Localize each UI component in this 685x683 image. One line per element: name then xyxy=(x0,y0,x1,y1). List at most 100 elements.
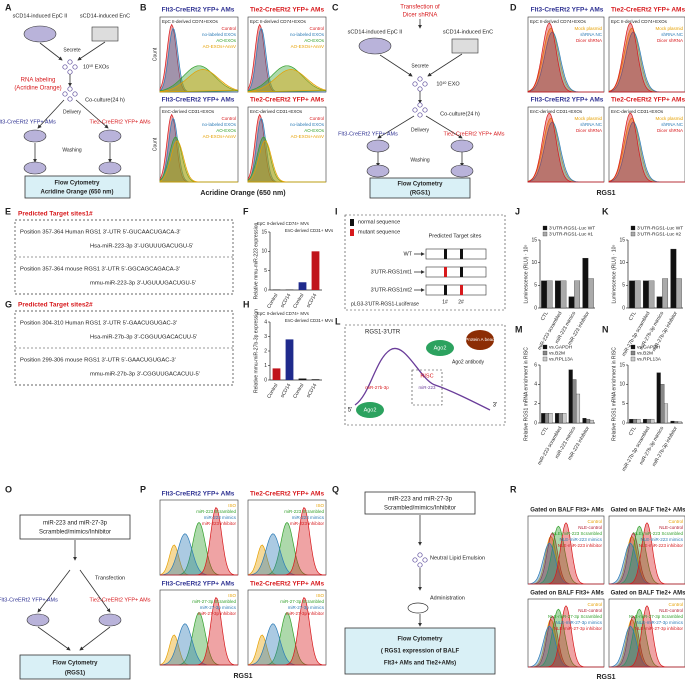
bar xyxy=(675,278,682,309)
bar xyxy=(560,280,567,309)
cell xyxy=(98,613,122,627)
label: EnC-derived CD31+EXOs xyxy=(250,109,303,114)
legend-entry: AO-EXOs xyxy=(304,128,325,133)
construct xyxy=(425,248,487,260)
bar xyxy=(558,413,563,424)
histogram-curve xyxy=(609,605,685,668)
site xyxy=(444,267,447,277)
label: Protein A bead xyxy=(465,337,495,342)
legend-entry: 3'UTR-RGS1-Luc #1 xyxy=(549,231,593,237)
legend-entry: no-labeled EXOs xyxy=(202,32,237,37)
legend-entry: Control xyxy=(309,26,324,31)
legend-entry: vs.B2M xyxy=(549,350,565,356)
y-axis-label: Relative mmu-miR-223 expression xyxy=(253,222,259,299)
label: sCD14-induced EpC II xyxy=(13,13,68,19)
vesicle xyxy=(417,112,423,118)
legend-entry: AO-EXOs xyxy=(216,38,237,43)
bar xyxy=(311,251,320,290)
bar xyxy=(311,379,320,380)
arrow xyxy=(79,626,111,651)
legend-entry: AO-EXOs+AnnV xyxy=(203,134,236,139)
label: mmu-miR-27b-3p 3'-CGGUUGACACUU-5' xyxy=(90,372,200,378)
label: (Acridine Orange) xyxy=(14,86,61,92)
x-tick-label: sCD14 xyxy=(280,382,293,398)
label: Predicted Target sites1# xyxy=(18,211,93,218)
bar xyxy=(646,418,651,424)
label: Flt3-CreERt2 YFP+ AMs xyxy=(162,97,235,104)
legend-entry: AO-EXOs xyxy=(304,38,325,43)
y-tick-label: 2 xyxy=(534,401,537,407)
bar xyxy=(670,420,675,424)
vesicle xyxy=(417,86,423,92)
box xyxy=(19,654,131,680)
histogram-curve xyxy=(248,597,327,666)
legend-entry: miR-223 Scrambled xyxy=(196,509,236,514)
legend-entry: Mock plasmid xyxy=(655,116,683,121)
bar xyxy=(562,413,567,424)
label: Position 299-306 mouse RGS1 3'-UTR 5'-GA… xyxy=(20,358,176,364)
label: Neutral Lipid Emulsion xyxy=(430,555,485,561)
bar xyxy=(677,421,682,424)
label: Hsa-miR-223-3p 3'-UGUUUGACUGU-5' xyxy=(90,244,193,250)
legend-entry: Dicer shRNA xyxy=(657,128,683,133)
legend-entry: Dicer shRNA xyxy=(576,38,602,43)
bar xyxy=(648,280,655,309)
vesicle xyxy=(417,562,423,568)
y-tick-label: 15 xyxy=(261,229,267,235)
label: Dicer shRNA xyxy=(403,13,438,19)
panel-letter: Q xyxy=(332,484,339,494)
legend-entry: miR-223 mimics xyxy=(292,515,325,520)
legend-swatch xyxy=(350,229,354,236)
y-tick-label: 5 xyxy=(622,283,625,289)
label: Delivery xyxy=(63,109,82,115)
bar xyxy=(568,296,575,309)
label: 10¹⁰ EXO xyxy=(436,80,460,87)
legend-entry: Control xyxy=(221,26,236,31)
vesicle xyxy=(417,552,423,558)
label: Flt3-CreERt2 YFP+ AMs xyxy=(338,131,398,137)
vesicle xyxy=(417,76,423,82)
legend-entry: miR-223 inhibitor xyxy=(290,521,325,526)
histogram-curve xyxy=(160,597,239,666)
panel-letter: A xyxy=(5,2,12,12)
label: miR-223 xyxy=(418,385,436,390)
label: Gated on BALF Tie2+ AMs xyxy=(611,591,685,597)
bar xyxy=(662,278,669,309)
legend-swatch xyxy=(630,225,636,231)
bar xyxy=(582,418,587,424)
bar xyxy=(576,393,581,424)
bar xyxy=(589,419,594,424)
legend-entry: ISO xyxy=(316,503,324,508)
label: Position 357-364 mouse RGS1 3'-UTR 5'-GG… xyxy=(20,267,180,273)
label: 2# xyxy=(458,299,464,305)
bar xyxy=(572,379,577,424)
legend-swatch xyxy=(630,356,636,362)
label: Tie2-CreERt2 YFP+ AMs xyxy=(250,491,325,498)
bar xyxy=(670,248,677,309)
label: Tie2-CreERt2 YFP+ AMs xyxy=(250,97,325,104)
cell xyxy=(366,164,390,178)
legend-entry: shRNA NC xyxy=(580,32,603,37)
y-tick-label: 10 xyxy=(619,382,625,388)
label: (RGS1) xyxy=(410,191,430,197)
label: Washing xyxy=(410,157,429,163)
panel-letter: P xyxy=(140,484,146,494)
cell xyxy=(450,139,474,153)
legend-entry: NLE-control xyxy=(659,525,683,530)
y-tick-label: 10 xyxy=(531,260,537,266)
panel-letter: I xyxy=(335,206,338,216)
panel-letter: O xyxy=(5,484,12,494)
vesicle xyxy=(422,81,428,87)
label: Flt3-CreERt2 YFP+ AMs xyxy=(531,97,604,104)
epc-cell xyxy=(358,37,392,55)
legend-entry: miR-27-3p mimics xyxy=(288,605,325,610)
legend-entry: Control xyxy=(587,519,602,524)
legend-entry: NLE-miR-27-3p inhibitor xyxy=(635,626,684,631)
legend-entry: NLE-control xyxy=(578,525,602,530)
label: EpC II-derived CD74+ MVs xyxy=(257,221,309,226)
y-tick-label: 0 xyxy=(622,305,625,311)
bar xyxy=(582,257,589,309)
bar xyxy=(285,339,294,380)
legend-entry: vs.B2M xyxy=(637,350,653,356)
